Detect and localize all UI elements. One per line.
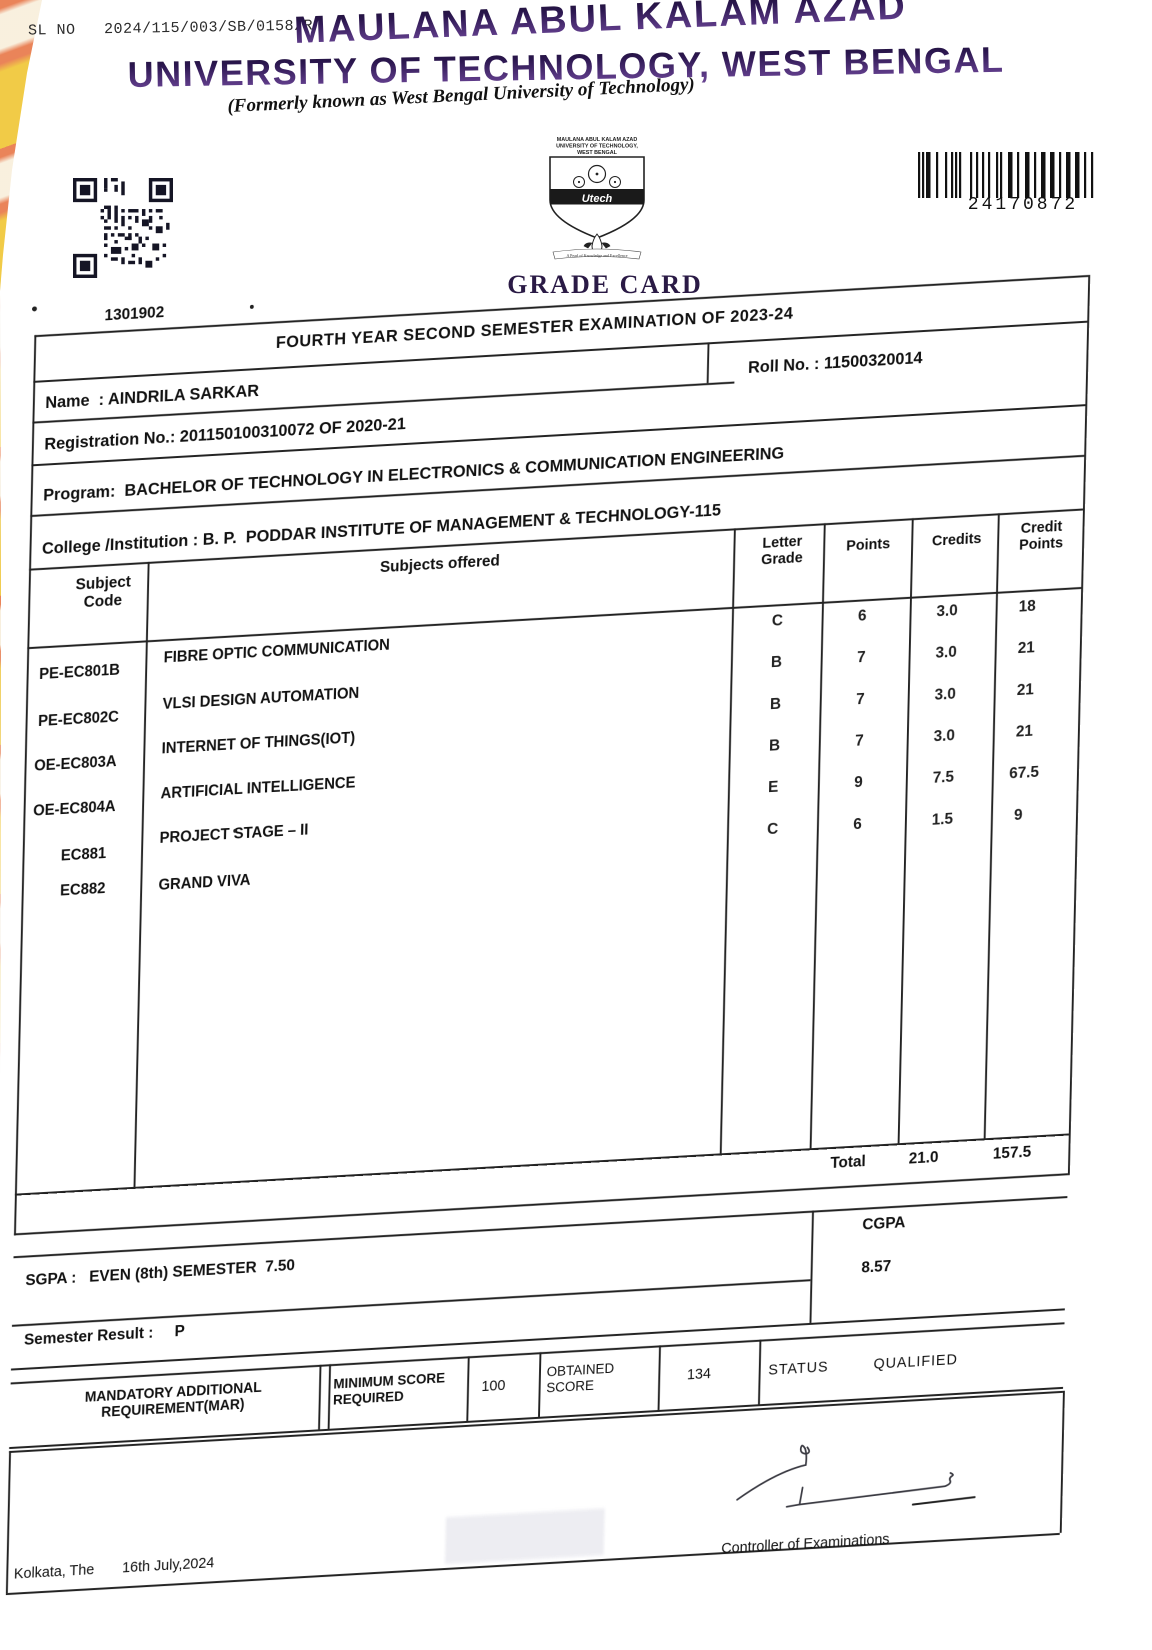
svg-text:MAULANA ABUL KALAM AZAD: MAULANA ABUL KALAM AZAD — [557, 137, 638, 143]
svg-text:24170872: 24170872 — [968, 195, 1078, 210]
svg-text:WEST BENGAL: WEST BENGAL — [577, 150, 618, 156]
svg-text:A Pearl of Knowledge and Excel: A Pearl of Knowledge and Excellence — [567, 253, 628, 258]
svg-text:UNIVERSITY OF TECHNOLOGY,: UNIVERSITY OF TECHNOLOGY, — [556, 144, 638, 150]
svg-text:Utech: Utech — [582, 193, 613, 205]
